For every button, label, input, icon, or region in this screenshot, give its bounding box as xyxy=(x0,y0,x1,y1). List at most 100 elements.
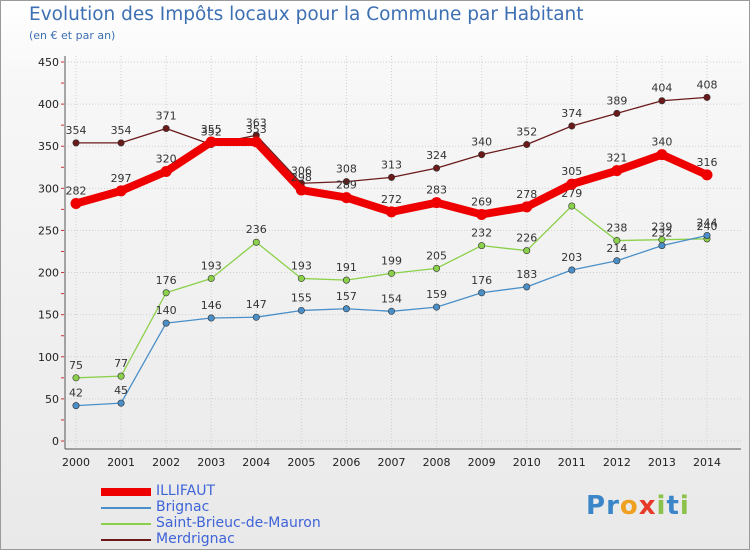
data-point xyxy=(162,289,170,297)
data-label: 313 xyxy=(381,158,402,171)
data-label: 191 xyxy=(336,261,357,274)
data-label: 354 xyxy=(111,124,132,137)
data-point xyxy=(297,306,305,314)
y-tick-label: 150 xyxy=(38,309,59,322)
data-label: 214 xyxy=(606,242,627,255)
data-point xyxy=(342,178,350,186)
x-tick-label: 2002 xyxy=(152,456,180,469)
data-point xyxy=(523,283,531,291)
data-point xyxy=(340,192,352,204)
data-label: 205 xyxy=(426,249,447,262)
data-label: 75 xyxy=(69,359,83,372)
data-point xyxy=(521,201,533,213)
x-tick-label: 2012 xyxy=(603,456,631,469)
data-label: 272 xyxy=(381,193,402,206)
data-point xyxy=(386,206,397,218)
data-point xyxy=(387,173,395,181)
data-label: 340 xyxy=(471,136,492,149)
y-tick-label: 200 xyxy=(38,267,59,280)
data-point xyxy=(478,151,486,159)
data-label: 226 xyxy=(516,232,537,245)
data-point xyxy=(387,307,395,315)
data-label: 305 xyxy=(561,165,582,178)
data-point xyxy=(613,109,621,117)
data-label: 176 xyxy=(471,274,492,287)
data-point xyxy=(162,125,170,133)
data-point xyxy=(478,289,486,297)
data-label: 374 xyxy=(561,107,582,120)
data-label: 354 xyxy=(66,124,87,137)
data-label: 352 xyxy=(516,126,537,139)
data-label: 282 xyxy=(66,184,87,197)
data-label: 298 xyxy=(291,171,312,184)
data-point xyxy=(431,197,443,209)
data-label: 278 xyxy=(516,188,537,201)
data-label: 146 xyxy=(201,299,222,312)
data-point xyxy=(523,247,531,255)
data-label: 147 xyxy=(246,298,267,311)
x-tick-label: 2003 xyxy=(197,456,225,469)
data-label: 199 xyxy=(381,254,402,267)
data-point xyxy=(117,139,125,147)
data-label: 77 xyxy=(114,357,128,370)
data-point xyxy=(207,274,215,282)
proxiti-logo: Proxiti xyxy=(586,491,690,521)
y-tick-label: 400 xyxy=(38,98,59,111)
data-label: 308 xyxy=(336,163,357,176)
data-label: 269 xyxy=(471,195,492,208)
data-point xyxy=(613,237,621,245)
data-label: 408 xyxy=(697,78,718,91)
data-point xyxy=(568,202,576,210)
data-point xyxy=(72,402,80,410)
data-label: 283 xyxy=(426,184,447,197)
data-label: 176 xyxy=(156,274,177,287)
data-label: 157 xyxy=(336,290,357,303)
data-point xyxy=(658,242,666,250)
data-label: 240 xyxy=(697,220,718,233)
data-point xyxy=(658,97,666,105)
x-tick-label: 2013 xyxy=(648,456,676,469)
data-label: 389 xyxy=(606,94,627,107)
data-label: 159 xyxy=(426,288,447,301)
data-label: 155 xyxy=(291,291,312,304)
x-tick-label: 2009 xyxy=(468,456,496,469)
data-point xyxy=(72,374,80,382)
data-point xyxy=(70,197,82,209)
x-tick-label: 2001 xyxy=(107,456,135,469)
data-label: 193 xyxy=(291,259,312,272)
data-point xyxy=(117,399,125,407)
data-point xyxy=(207,314,215,322)
data-point xyxy=(252,313,260,321)
data-label: 297 xyxy=(111,172,132,185)
data-point xyxy=(117,372,125,380)
y-tick-label: 100 xyxy=(38,351,59,364)
data-point xyxy=(433,303,441,311)
data-label: 45 xyxy=(114,384,128,397)
data-label: 193 xyxy=(201,259,222,272)
y-tick-label: 300 xyxy=(38,182,59,195)
data-point xyxy=(568,266,576,274)
logo-letter: r xyxy=(606,491,620,521)
data-point xyxy=(342,276,350,284)
legend-label: Brignac xyxy=(156,499,210,515)
x-tick-label: 2006 xyxy=(332,456,360,469)
data-point xyxy=(566,178,578,190)
data-point xyxy=(703,93,711,101)
data-label: 404 xyxy=(651,82,672,95)
x-tick-label: 2000 xyxy=(62,456,90,469)
data-point xyxy=(656,149,668,161)
legend-swatch xyxy=(101,539,151,541)
y-tick-label: 250 xyxy=(38,224,59,237)
y-tick-label: 350 xyxy=(38,140,59,153)
data-point xyxy=(478,242,486,250)
logo-letter: P xyxy=(586,491,607,521)
data-label: 140 xyxy=(156,304,177,317)
legend-label: Saint-Brieuc-de-Mauron xyxy=(156,515,321,531)
x-tick-label: 2008 xyxy=(423,456,451,469)
data-label: 363 xyxy=(246,116,267,129)
chart-title: Evolution des Impôts locaux pour la Comm… xyxy=(29,4,584,25)
data-label: 239 xyxy=(651,221,672,234)
data-label: 352 xyxy=(201,126,222,139)
